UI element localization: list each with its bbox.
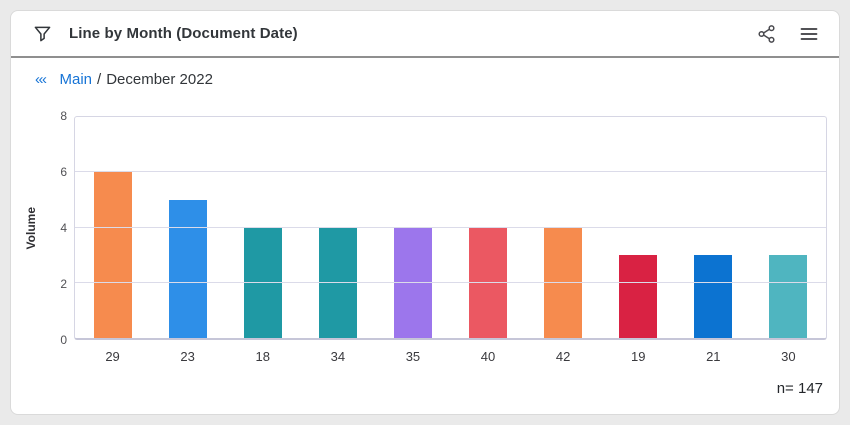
bar-40[interactable] [469,227,508,338]
y-tick-label: 8 [60,109,67,123]
bar-21[interactable] [694,255,733,338]
bar-cell: 30 [751,117,826,364]
x-tick-label: 40 [480,349,496,364]
bar-cell: 40 [450,117,525,364]
menu-icon[interactable] [799,24,819,44]
x-tick-label: 18 [255,349,270,364]
plot-area: 29 23 18 34 35 40 42 19 21 30 [74,116,827,364]
breadcrumb: ‹‹‹ Main / December 2022 [11,58,839,94]
card-header: Line by Month (Document Date) [11,11,839,58]
y-axis-title: Volume [24,206,38,250]
y-tick-label: 6 [60,165,67,179]
bar-cell: 21 [676,117,751,364]
bar-35[interactable] [393,227,432,338]
bar-23[interactable] [168,199,207,338]
y-tick-label: 0 [60,333,67,347]
y-tick-label: 2 [60,277,67,291]
bar-chart: Volume 0 2 4 6 8 29 23 18 34 35 40 42 19 21 30 [21,109,827,364]
sample-size-label: n= 147 [776,380,823,397]
breadcrumb-root-link[interactable]: Main [59,71,93,88]
breadcrumb-separator: / [97,71,102,88]
x-tick-label: 35 [405,349,421,364]
bar-18[interactable] [243,227,282,338]
bar-cell: 42 [526,117,601,364]
chart-card: Line by Month (Document Date) ‹‹‹ Main /… [10,10,840,415]
gridline [75,171,826,173]
x-tick-label: 23 [180,349,195,364]
x-tick-label: 19 [630,349,646,364]
bar-29[interactable] [93,172,132,338]
bar-cell: 19 [601,117,676,364]
bar-34[interactable] [318,227,357,338]
x-tick-label: 34 [330,349,346,364]
x-tick-label: 21 [706,349,721,364]
bars-row: 29 23 18 34 35 40 42 19 21 30 [75,117,826,364]
breadcrumb-back-icon[interactable]: ‹‹‹ [35,71,47,88]
gridline [75,281,826,283]
bar-cell: 29 [75,117,150,364]
header-actions [757,24,819,44]
bar-cell: 35 [375,117,450,364]
y-axis: 0 2 4 6 8 [41,109,67,347]
y-tick-label: 4 [60,221,67,235]
filter-icon[interactable] [33,24,52,43]
breadcrumb-current: December 2022 [106,71,213,88]
bar-cell: 18 [225,117,300,364]
chart-title: Line by Month (Document Date) [69,25,298,42]
x-tick-label: 29 [105,349,120,364]
bar-30[interactable] [769,255,808,338]
gridline [75,226,826,228]
x-tick-label: 42 [555,349,571,364]
share-icon[interactable] [757,24,777,44]
bar-42[interactable] [544,227,583,338]
x-tick-label: 30 [781,349,796,364]
bar-19[interactable] [619,255,658,338]
bar-cell: 34 [300,117,375,364]
bar-cell: 23 [150,117,225,364]
